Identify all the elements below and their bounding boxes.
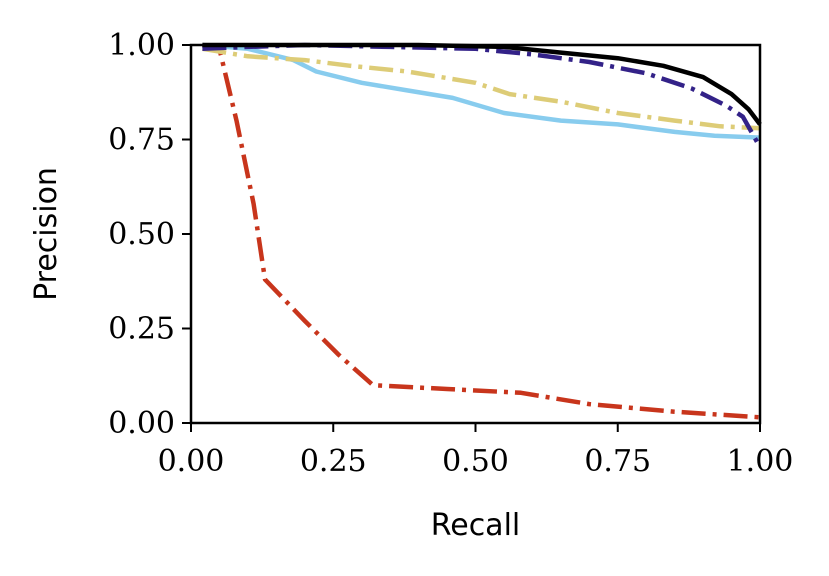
x-tick-label: 0.25 bbox=[300, 444, 367, 479]
x-tick-label: 0.75 bbox=[584, 444, 651, 479]
x-tick-label: 0.00 bbox=[158, 444, 225, 479]
x-tick-label: 0.50 bbox=[442, 444, 509, 479]
y-tick-label: 0.00 bbox=[108, 406, 175, 441]
x-axis-label: Recall bbox=[431, 508, 521, 543]
y-axis: 0.00 0.25 0.50 0.75 1.00 bbox=[108, 28, 191, 441]
series-line-3 bbox=[202, 46, 761, 131]
plot-frame bbox=[189, 43, 762, 425]
y-tick-label: 1.00 bbox=[108, 28, 175, 63]
y-tick-label: 0.75 bbox=[108, 123, 175, 158]
series-line-1 bbox=[201, 42, 761, 420]
y-tick-label: 0.50 bbox=[108, 217, 175, 252]
x-tick-label: 1.00 bbox=[727, 444, 794, 479]
plot-lines bbox=[201, 42, 762, 420]
y-tick-label: 0.25 bbox=[108, 312, 175, 347]
y-axis-label: Precision bbox=[29, 167, 64, 301]
x-axis: 0.00 0.25 0.50 0.75 1.00 bbox=[158, 423, 794, 479]
